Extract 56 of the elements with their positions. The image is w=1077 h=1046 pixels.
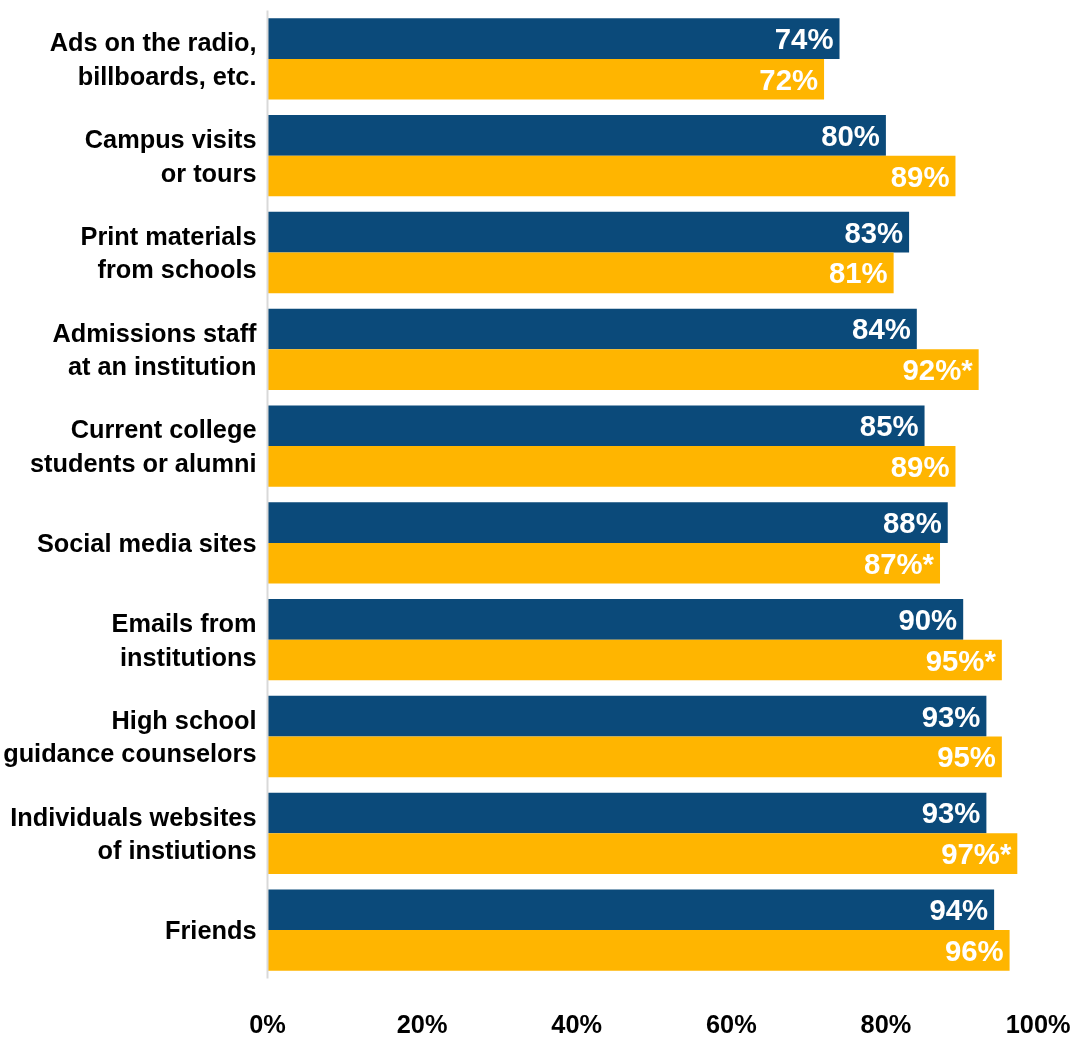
data-label: 88% (883, 506, 942, 540)
bar (267, 18, 840, 59)
y-tick-label: High school guidance counselors (3, 705, 257, 768)
bar (267, 349, 979, 390)
y-tick-label: Ads on the radio, billboards, etc. (49, 28, 257, 90)
data-label: 85% (859, 409, 919, 443)
bar (267, 889, 995, 931)
data-label: 72% (759, 62, 819, 96)
data-label: 83% (844, 215, 904, 249)
bar (267, 792, 987, 834)
bar (267, 252, 894, 294)
x-tick-label: 100% (1005, 1009, 1071, 1038)
data-label: 92%* (902, 353, 974, 387)
x-tick-label: 20% (396, 1009, 448, 1038)
y-tick-label: Social media sites (36, 528, 257, 557)
data-label: 74% (774, 22, 834, 56)
bar (267, 736, 1002, 778)
data-label: 84% (852, 312, 911, 346)
bar (267, 502, 948, 543)
data-label: 94% (929, 893, 989, 927)
bar (267, 211, 910, 253)
y-tick-label: Admissions staff at an institution (52, 318, 258, 381)
bar (267, 58, 825, 100)
x-tick-label: 40% (551, 1009, 603, 1038)
data-label: 87%* (863, 546, 935, 580)
bar (267, 446, 956, 487)
data-label: 81% (828, 256, 888, 290)
bar (267, 833, 1018, 874)
bar (267, 115, 886, 156)
y-tick-label: Friends (165, 916, 257, 945)
bar (267, 695, 987, 737)
x-tick-label: 0% (249, 1009, 286, 1038)
data-label: 93% (921, 699, 981, 733)
data-label: 90% (898, 602, 958, 636)
y-tick-label: Individuals websites of instiutions (10, 802, 257, 865)
bar (267, 639, 1002, 681)
data-label: 95%* (925, 643, 997, 677)
data-label: 95% (937, 740, 996, 774)
x-tick-label: 60% (705, 1009, 757, 1038)
data-label: 89% (890, 449, 950, 483)
y-tick-label: Current college students or alumni (29, 415, 257, 477)
bar (267, 542, 941, 584)
data-label: 96% (944, 933, 1004, 967)
bar (267, 930, 1010, 971)
data-label: 89% (890, 159, 950, 193)
x-tick-label: 80% (860, 1009, 912, 1038)
y-tick-label: Print materials from schools (80, 221, 257, 284)
y-tick-label: Campus visits or tours (84, 124, 257, 187)
bar (267, 308, 917, 350)
bar (267, 599, 964, 640)
bar (267, 155, 956, 197)
data-label: 80% (821, 118, 880, 152)
data-label: 97%* (941, 837, 1012, 871)
y-tick-label: Emails from institutions (111, 608, 257, 671)
data-label: 93% (921, 796, 981, 830)
bar (267, 405, 925, 447)
